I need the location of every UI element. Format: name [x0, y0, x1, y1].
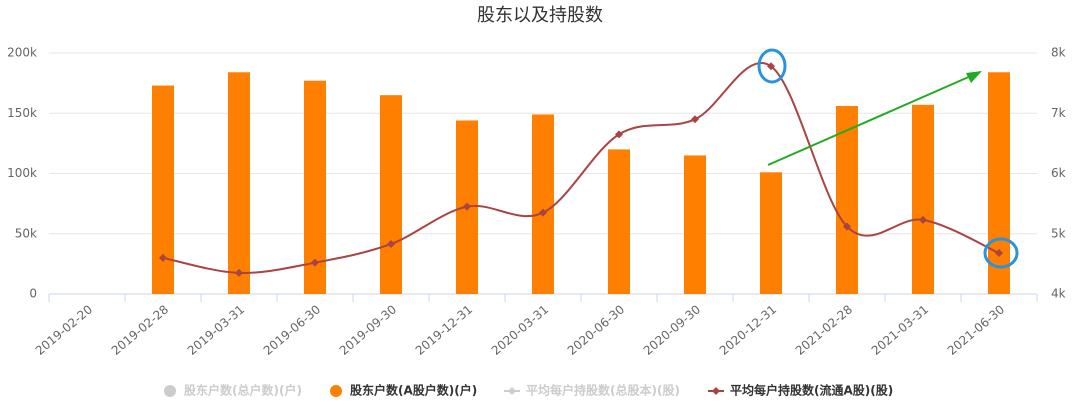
marker	[235, 268, 243, 277]
x-tick-label: 2019-09-30	[337, 302, 399, 358]
marker	[843, 222, 851, 231]
bar	[760, 172, 782, 294]
legend-marker	[508, 387, 516, 395]
y2-tick-label: 4k	[1051, 287, 1066, 301]
marker	[539, 208, 547, 217]
legend-label: 股东户数(总户数)(户)	[184, 383, 302, 398]
marker	[311, 258, 319, 267]
legend-marker	[712, 387, 720, 395]
y-tick-label: 200k	[7, 46, 37, 60]
annotations	[757, 48, 1019, 269]
bar	[304, 80, 326, 294]
x-tick-label: 2019-02-28	[109, 302, 171, 358]
line	[162, 62, 1000, 274]
legend-marker	[330, 385, 342, 397]
marker	[995, 249, 1003, 258]
y2-tick-label: 6k	[1051, 166, 1066, 180]
bar	[684, 155, 706, 294]
x-tick-label: 2020-09-30	[641, 302, 703, 358]
x-tick-label: 2021-02-28	[793, 302, 855, 358]
x-tick-label: 2020-03-31	[489, 302, 551, 358]
legend-label: 股东户数(A股户数)(户)	[350, 383, 477, 398]
bar	[152, 85, 174, 294]
bar	[380, 95, 402, 294]
y-tick-label: 50k	[15, 226, 37, 240]
marker	[615, 130, 623, 139]
y2-tick-label: 7k	[1051, 106, 1066, 120]
highlight-circle	[757, 48, 787, 84]
marker	[463, 202, 471, 211]
y-tick-label: 100k	[7, 166, 37, 180]
x-tick-label: 2021-03-31	[869, 302, 931, 358]
x-tick-label: 2020-12-31	[717, 302, 779, 358]
x-tick-label: 2021-06-30	[945, 302, 1007, 358]
marker	[691, 115, 699, 124]
bar	[836, 106, 858, 295]
x-tick-label: 2019-03-31	[185, 302, 247, 358]
x-tick-label: 2019-06-30	[261, 302, 323, 358]
y-tick-label: 0	[29, 287, 37, 301]
bar	[988, 72, 1010, 294]
bar	[532, 114, 554, 294]
marker	[387, 239, 395, 248]
highlight-circle	[983, 237, 1019, 269]
marker	[159, 253, 167, 262]
arrow-head	[966, 71, 982, 83]
x-tick-label: 2019-02-20	[33, 302, 95, 358]
y2-tick-label: 5k	[1051, 226, 1066, 240]
y-tick-label: 150k	[7, 106, 37, 120]
legend-marker	[164, 385, 176, 397]
legend-label: 平均每户持股数(总股本)(股)	[526, 383, 680, 398]
x-tick-label: 2020-06-30	[565, 302, 627, 358]
trend-arrow	[767, 71, 981, 166]
bar	[608, 149, 630, 294]
bar	[228, 72, 250, 294]
marker	[767, 62, 775, 71]
marker	[919, 215, 927, 224]
bar	[912, 104, 934, 294]
x-tick-label: 2019-12-31	[413, 302, 475, 358]
y2-tick-label: 8k	[1051, 46, 1066, 60]
legend-label: 平均每户持股数(流通A股)(股)	[730, 383, 893, 398]
chart-title: 股东以及持股数	[477, 5, 603, 26]
